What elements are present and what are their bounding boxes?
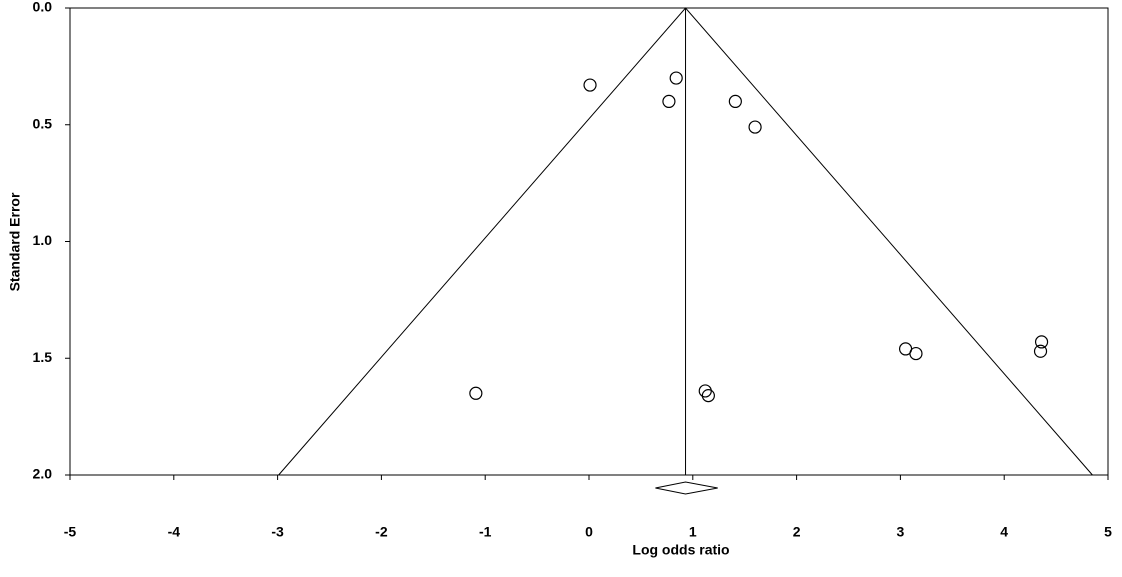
x-tick-label: -2 bbox=[375, 524, 388, 540]
y-tick-label: 2.0 bbox=[33, 466, 53, 482]
x-tick-label: 2 bbox=[793, 524, 801, 540]
study-point bbox=[469, 386, 483, 400]
y-tick-label: 0.0 bbox=[33, 0, 53, 15]
x-tick-label: -3 bbox=[271, 524, 284, 540]
x-tick-label: -1 bbox=[479, 524, 492, 540]
study-point bbox=[728, 94, 742, 109]
y-tick-label: 0.5 bbox=[33, 115, 53, 131]
study-point bbox=[909, 346, 923, 361]
study-point bbox=[669, 71, 683, 85]
x-axis-label: Log odds ratio bbox=[632, 542, 729, 558]
summary-diamond bbox=[655, 481, 718, 495]
study-point bbox=[701, 389, 715, 403]
x-tick-label: 0 bbox=[585, 524, 593, 540]
x-tick-label: 3 bbox=[897, 524, 905, 540]
x-tick-label: 1 bbox=[689, 524, 697, 540]
funnel-limits bbox=[278, 7, 1093, 476]
y-tick-label: 1.5 bbox=[33, 349, 53, 365]
x-tick-label: 4 bbox=[1000, 524, 1008, 540]
study-point bbox=[1033, 344, 1048, 358]
y-tick-label: 1.0 bbox=[33, 232, 53, 248]
x-tick-label: -4 bbox=[168, 524, 181, 540]
y-axis-label: Standard Error bbox=[7, 192, 23, 291]
plot-frame bbox=[69, 7, 1109, 476]
study-point bbox=[583, 78, 597, 92]
study-point bbox=[748, 120, 762, 134]
study-point bbox=[662, 94, 676, 109]
study-point bbox=[1034, 335, 1049, 349]
x-tick-label: -5 bbox=[64, 524, 77, 540]
x-tick-label: 5 bbox=[1104, 524, 1112, 540]
